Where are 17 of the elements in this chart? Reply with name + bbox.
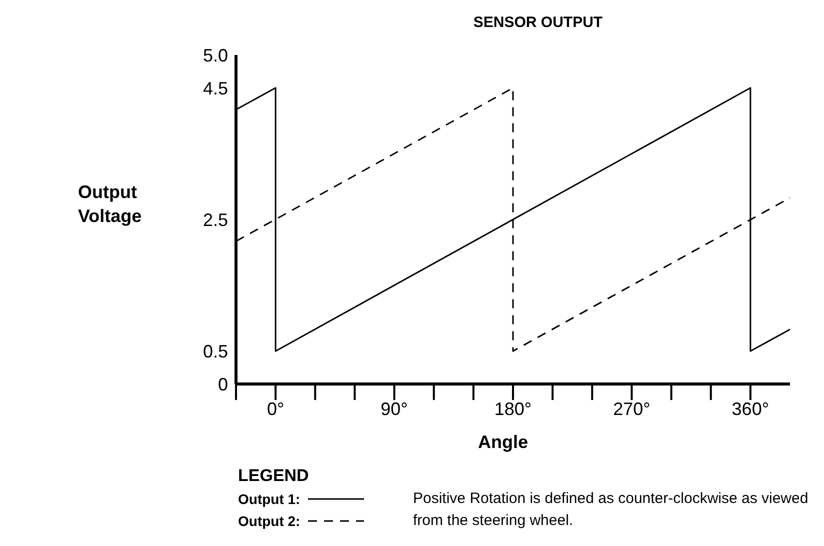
text: Positive Rotation is defined as counter-clockwise as viewed from the steering wheel. xyxy=(413,489,810,531)
x-tick-label: 360° xyxy=(732,398,770,419)
chart-title: SENSOR OUTPUT xyxy=(472,14,604,31)
x-tick-label: 270° xyxy=(613,398,650,419)
x-tick-label: 0° xyxy=(266,398,284,419)
y-axis-title: Output Voltage xyxy=(78,181,143,228)
y-tick-label: 5.0 xyxy=(202,45,228,66)
x-tick-label: 180° xyxy=(494,398,532,419)
y-tick-label: 0.5 xyxy=(202,341,228,362)
legend-label: Output 2: xyxy=(238,513,300,529)
x-tick-label: 90° xyxy=(380,398,408,419)
legend-label: Output 1: xyxy=(238,491,300,507)
x-axis-title: Angle xyxy=(478,432,528,453)
y-tick-label: 0 xyxy=(218,374,228,394)
legend-title: LEGEND xyxy=(238,466,310,486)
y-tick-label: 2.5 xyxy=(202,210,228,230)
y-tick-label: 4.5 xyxy=(202,78,228,98)
